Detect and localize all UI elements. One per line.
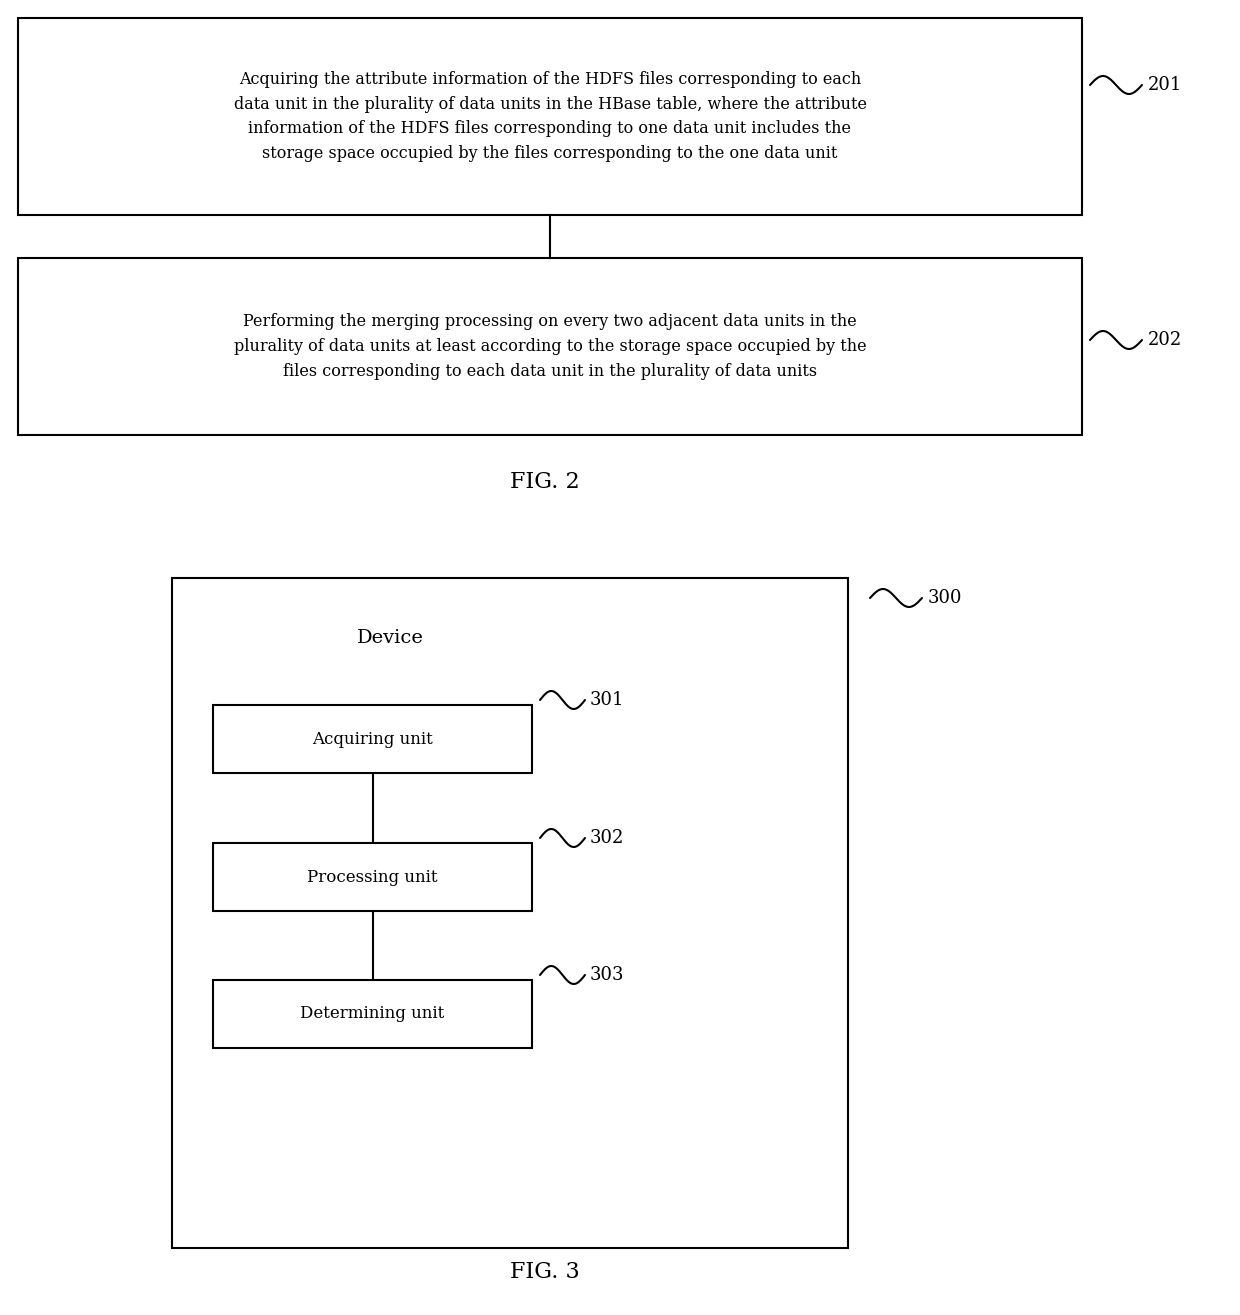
Bar [213, 843, 532, 911]
Text: Performing the merging processing on every two adjacent data units in the
plural: Performing the merging processing on eve… [233, 313, 867, 380]
Text: Determining unit: Determining unit [300, 1006, 445, 1023]
Text: 302: 302 [590, 828, 625, 847]
Text: 202: 202 [1148, 331, 1182, 348]
Text: Processing unit: Processing unit [308, 868, 438, 885]
Text: 301: 301 [590, 690, 625, 709]
Text: 201: 201 [1148, 76, 1183, 93]
Bar [213, 980, 532, 1048]
Bar [19, 258, 1083, 435]
Bar [213, 705, 532, 773]
Bar [172, 579, 848, 1248]
Bar [19, 18, 1083, 214]
Text: Acquiring the attribute information of the HDFS files corresponding to each
data: Acquiring the attribute information of t… [233, 71, 867, 162]
Text: FIG. 2: FIG. 2 [510, 471, 580, 493]
Text: Device: Device [357, 629, 423, 647]
Text: 303: 303 [590, 967, 625, 984]
Text: FIG. 3: FIG. 3 [510, 1261, 580, 1283]
Text: Acquiring unit: Acquiring unit [312, 731, 433, 747]
Text: 300: 300 [928, 589, 962, 608]
